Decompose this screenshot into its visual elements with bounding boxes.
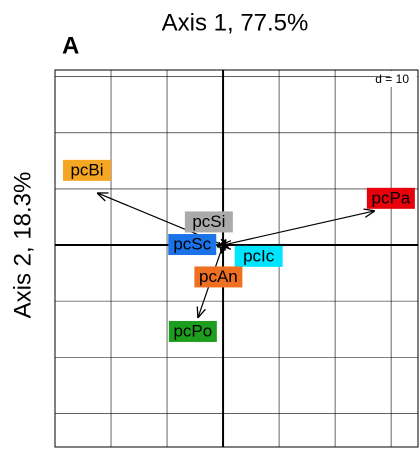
plot-frame [54,69,419,448]
point-label: pcIc [243,246,275,265]
point-label: pcBi [70,160,103,179]
point-label: pcSc [173,235,211,254]
point-label: pcAn [199,267,238,286]
label-box [194,266,243,288]
label-box [366,187,415,209]
label-box [168,320,217,342]
point-label: pcPo [173,321,212,340]
grid-label: d = 10 [375,72,409,86]
grid-label-box [390,71,417,87]
point-label: pcSi [192,212,225,231]
label-box [63,159,112,181]
label-box [184,211,233,233]
arrow [222,211,375,246]
panel-label: A [62,32,79,59]
x-axis-label: Axis 1, 77.5% [162,9,309,36]
point-label: pcPa [371,188,410,207]
y-axis-label: Axis 2, 18.3% [9,172,36,319]
label-box [168,234,217,256]
label-box [234,245,283,267]
